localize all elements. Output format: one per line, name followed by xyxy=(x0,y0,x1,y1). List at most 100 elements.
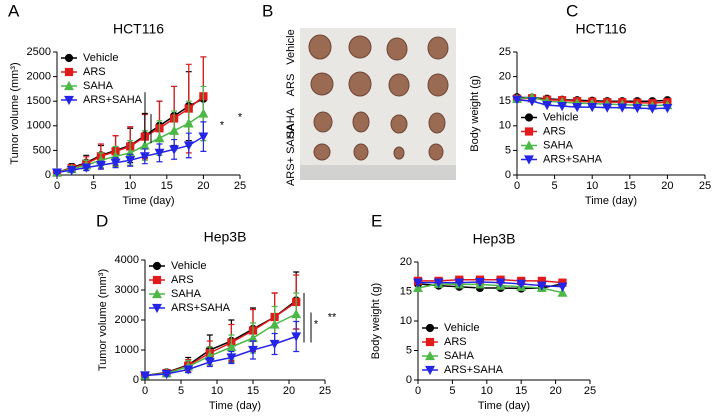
x-tick-label: 10 xyxy=(211,385,223,397)
marker xyxy=(152,303,162,314)
tumors xyxy=(308,34,449,161)
ruler xyxy=(300,165,456,180)
marker xyxy=(66,165,77,176)
significance-label: * xyxy=(314,318,319,330)
marker xyxy=(95,161,106,171)
marker xyxy=(226,353,237,363)
panel-label: B xyxy=(262,1,273,20)
panel-label: E xyxy=(371,211,382,230)
x-tick-label: 5 xyxy=(449,385,455,397)
marker xyxy=(152,261,162,271)
x-tick-label: 10 xyxy=(124,180,136,192)
y-tick-label: 5 xyxy=(406,344,412,356)
chart-title: Hep3B xyxy=(473,231,516,247)
chart-title: HCT116 xyxy=(113,21,164,37)
x-tick-label: 0 xyxy=(142,385,148,397)
marker xyxy=(602,103,613,113)
y-tick-label: 4000 xyxy=(115,254,139,266)
marker xyxy=(454,278,465,288)
marker xyxy=(524,127,534,136)
y-tick-label: 1000 xyxy=(115,344,139,356)
y-axis-label: Body weight (g) xyxy=(370,283,382,359)
x-tick-label: 20 xyxy=(197,180,209,192)
x-tick-label: 25 xyxy=(699,180,711,192)
marker xyxy=(495,278,506,288)
legend-label: ARS+SAHA xyxy=(171,302,231,314)
y-tick-label: 0 xyxy=(406,374,412,386)
legend-label: SAHA xyxy=(444,350,475,362)
marker xyxy=(125,156,136,166)
marker xyxy=(425,350,435,361)
x-tick-label: 15 xyxy=(247,385,259,397)
x-tick-label: 0 xyxy=(415,385,421,397)
marker xyxy=(204,357,215,368)
y-tick-label: 15 xyxy=(499,95,511,107)
x-tick-label: 15 xyxy=(624,180,636,192)
y-tick-label: 1500 xyxy=(27,95,51,107)
legend-label: ARS+SAHA xyxy=(83,94,143,106)
marker xyxy=(433,278,444,288)
marker xyxy=(425,365,435,376)
marker xyxy=(617,103,628,113)
panel-label: D xyxy=(96,211,108,230)
marker xyxy=(557,287,568,297)
marker xyxy=(139,152,150,162)
marker xyxy=(291,308,302,319)
marker xyxy=(198,108,209,118)
marker xyxy=(81,163,92,173)
marker xyxy=(557,102,568,112)
marker xyxy=(572,103,583,113)
marker xyxy=(536,281,547,291)
marker xyxy=(413,278,423,288)
marker xyxy=(527,97,537,107)
y-tick-label: 0 xyxy=(133,374,139,386)
y-tick-label: 1000 xyxy=(27,120,51,132)
marker xyxy=(183,118,194,128)
marker xyxy=(425,337,435,347)
marker xyxy=(524,113,534,122)
x-tick-label: 10 xyxy=(481,385,493,397)
x-tick-label: 15 xyxy=(161,180,173,192)
series-line xyxy=(417,283,563,294)
y-axis-label: Body weight (g) xyxy=(469,75,481,151)
x-tick-label: 5 xyxy=(552,180,558,192)
legend-label: SAHA xyxy=(171,288,202,300)
chart-title: HCT116 xyxy=(575,21,626,37)
marker xyxy=(154,148,165,159)
marker xyxy=(425,323,435,333)
x-tick-label: 20 xyxy=(283,385,295,397)
row-label: ARS+ SAHA xyxy=(285,123,297,186)
marker xyxy=(269,319,280,329)
row-label: SAHA xyxy=(285,107,297,138)
x-tick-label: 15 xyxy=(515,385,527,397)
marker xyxy=(152,288,162,299)
marker xyxy=(64,67,74,77)
y-tick-label: 0 xyxy=(45,169,51,181)
marker xyxy=(226,341,237,352)
y-tick-label: 2000 xyxy=(115,314,139,326)
panel-label: C xyxy=(566,1,578,20)
marker xyxy=(64,95,74,106)
marker xyxy=(161,369,172,380)
marker xyxy=(662,103,673,114)
marker xyxy=(64,80,74,91)
marker xyxy=(516,279,527,289)
legend-label: ARS+SAHA xyxy=(543,153,603,165)
x-tick-label: 5 xyxy=(178,385,184,397)
x-tick-label: 25 xyxy=(584,385,596,397)
marker xyxy=(169,125,180,135)
significance-label: ** xyxy=(328,312,337,324)
marker xyxy=(524,155,534,165)
legend-label: ARS+SAHA xyxy=(444,364,504,376)
marker xyxy=(152,275,162,285)
legend-label: Vehicle xyxy=(171,260,206,272)
y-tick-label: 25 xyxy=(499,46,511,58)
y-tick-label: 20 xyxy=(499,71,511,83)
y-tick-label: 500 xyxy=(33,144,51,156)
y-axis-label: Tumor volume (mm³) xyxy=(9,62,21,164)
row-label: ARS xyxy=(285,74,297,97)
y-tick-label: 10 xyxy=(499,120,511,132)
marker xyxy=(110,158,121,168)
legend-label: SAHA xyxy=(543,139,574,151)
